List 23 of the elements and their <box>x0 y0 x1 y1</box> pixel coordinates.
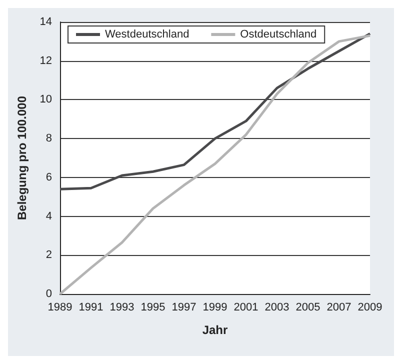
x-tick-label: 1993 <box>110 302 134 314</box>
x-tick-label: 1989 <box>48 302 72 314</box>
x-axis-title: Jahr <box>202 323 228 337</box>
legend-label: Ostdeutschland <box>240 28 317 40</box>
y-tick-label: 8 <box>46 132 52 145</box>
x-tick-label: 1991 <box>78 302 104 314</box>
y-tick-label: 4 <box>46 210 52 222</box>
legend-label: Westdeutschland <box>105 28 190 40</box>
x-tick-label: 2001 <box>234 302 258 314</box>
y-tick-label: 0 <box>46 288 52 300</box>
y-tick-label: 10 <box>40 94 52 106</box>
y-axis-title: Belegung pro 100.000 <box>15 96 29 220</box>
x-tick-label: 2009 <box>358 302 382 314</box>
x-tick-label: 2007 <box>326 302 352 314</box>
x-tick-label: 1999 <box>202 302 228 314</box>
x-tick-label: 2005 <box>296 302 320 314</box>
x-tick-label: 2003 <box>264 302 290 314</box>
x-tick-label: 1997 <box>172 302 196 314</box>
y-tick-label: 6 <box>46 171 52 184</box>
y-tick-label: 14 <box>40 16 52 28</box>
x-tick-label: 1995 <box>140 302 166 314</box>
y-tick-label: 12 <box>40 54 52 67</box>
y-tick-label: 2 <box>46 249 52 262</box>
